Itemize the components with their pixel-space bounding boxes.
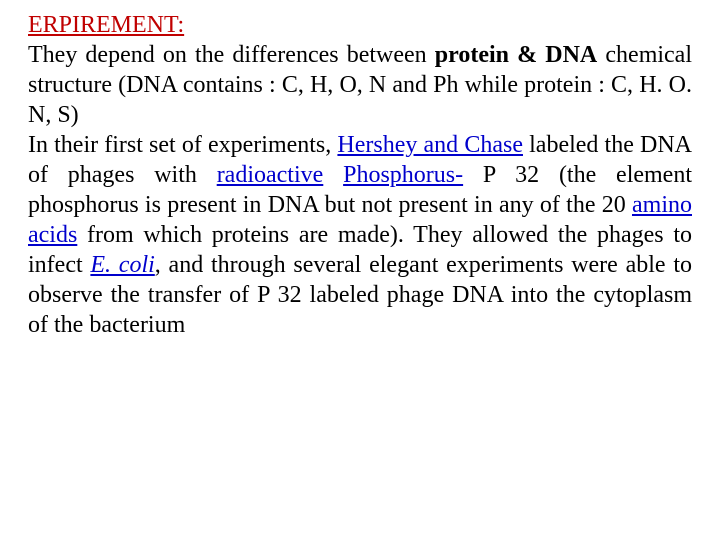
title-line: ERPIREMENT: [28, 10, 692, 40]
link-phosphorus[interactable]: Phosphorus- [343, 162, 463, 188]
link-radioactive[interactable]: radioactive [217, 162, 324, 188]
space1 [323, 162, 343, 188]
protein-dna-bold: protein & DNA [435, 42, 597, 68]
paragraph: They depend on the differences between p… [28, 40, 692, 340]
slide-body: ERPIREMENT: They depend on the differenc… [0, 0, 720, 340]
experiment-title: ERPIREMENT: [28, 12, 184, 38]
txt-firstset: In their first set of experiments, [28, 132, 337, 158]
link-hershey-chase[interactable]: Hershey and Chase [337, 132, 523, 158]
txt-depend: They depend on the differences between [28, 42, 435, 68]
link-ecoli[interactable]: E. coli [90, 252, 154, 278]
